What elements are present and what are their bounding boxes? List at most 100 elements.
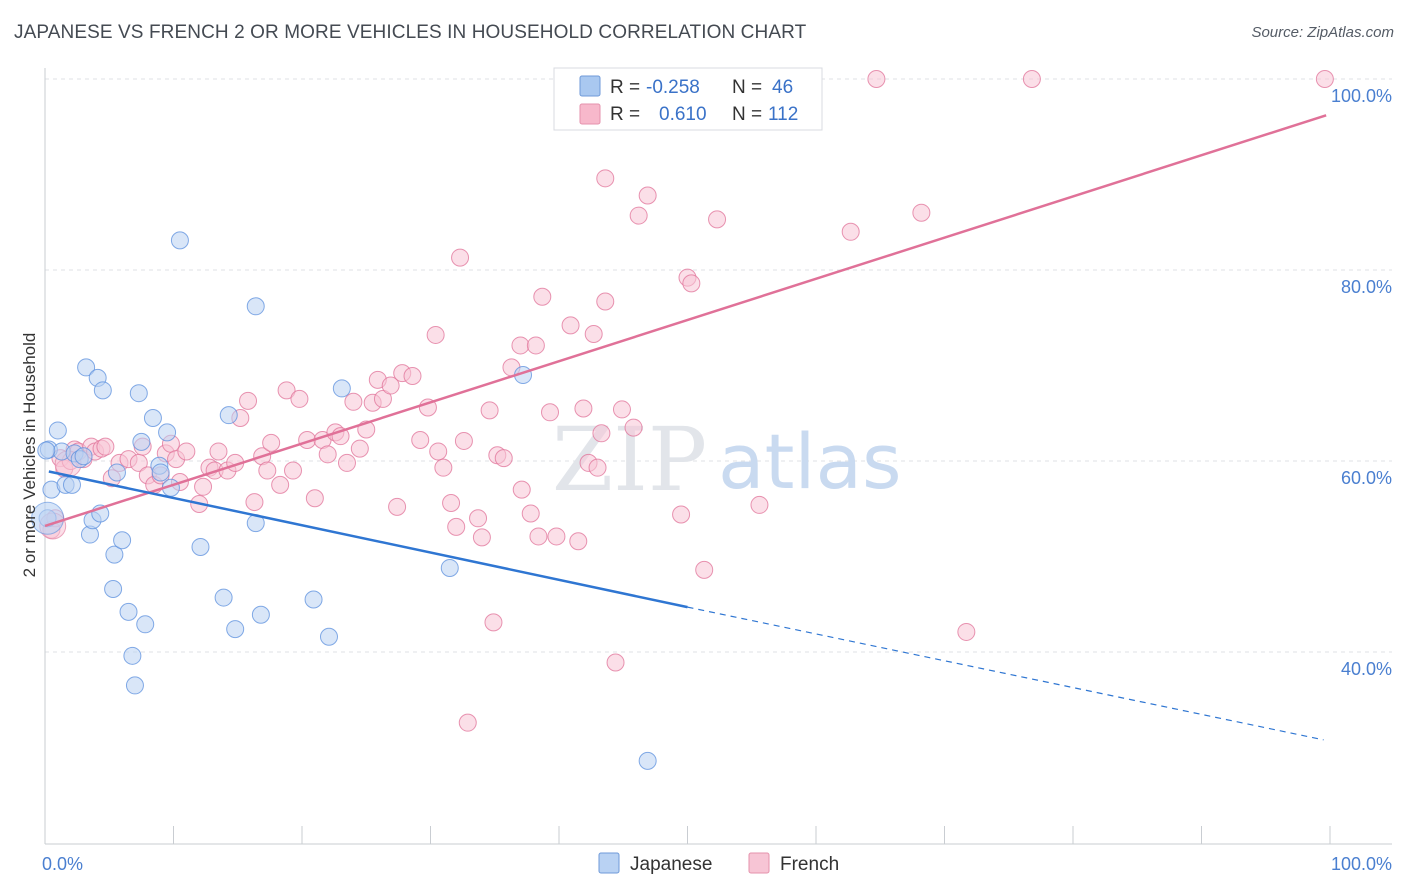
french-point <box>305 489 324 508</box>
french-trend-line <box>44 114 1327 528</box>
french-point <box>458 713 477 732</box>
french-point <box>284 461 303 480</box>
y-tick-label: 40.0% <box>1341 659 1392 679</box>
japanese-point <box>170 231 189 250</box>
x-tick-label: 0.0% <box>42 854 83 874</box>
x-tick-label: 100.0% <box>1331 854 1392 874</box>
bottom-legend-swatch-french <box>748 852 770 874</box>
japanese-point <box>123 646 142 665</box>
french-point <box>318 445 337 464</box>
japanese-point <box>151 463 170 482</box>
legend-r-value-french: 0.610 <box>659 104 707 125</box>
japanese-points <box>31 231 657 770</box>
french-point <box>541 403 560 422</box>
french-point <box>596 292 615 311</box>
french-point <box>1022 70 1041 88</box>
french-point <box>606 653 625 672</box>
french-point <box>454 431 473 450</box>
french-point <box>561 316 580 335</box>
french-point <box>194 477 213 496</box>
y-tick-labels: 40.0% 60.0% 80.0% 100.0% <box>1331 86 1392 679</box>
japanese-point <box>219 406 238 425</box>
japanese-point <box>37 441 56 460</box>
french-point <box>547 527 566 546</box>
french-point <box>239 391 258 410</box>
japanese-point <box>158 423 177 442</box>
japanese-point <box>251 605 270 624</box>
french-point <box>447 517 466 536</box>
bottom-legend-japanese: Japanese <box>630 854 712 875</box>
french-point <box>337 453 356 472</box>
french-point <box>596 169 615 188</box>
japanese-point <box>74 447 93 466</box>
japanese-point <box>77 358 96 377</box>
french-point <box>494 449 513 468</box>
japanese-point <box>319 627 338 646</box>
source-credit: Source: ZipAtlas.com <box>1251 24 1394 41</box>
japanese-point <box>638 751 657 770</box>
bottom-legend-french: French <box>780 854 839 875</box>
y-axis-label: 2 or more Vehicles in Household <box>20 333 39 578</box>
french-point <box>529 527 548 546</box>
french-point <box>624 418 643 437</box>
french-points <box>39 70 1334 732</box>
gridlines <box>45 78 1392 653</box>
french-point <box>350 439 369 458</box>
french-point <box>373 389 392 408</box>
french-point <box>672 505 691 524</box>
japanese-point <box>191 537 210 556</box>
french-point <box>472 528 491 547</box>
legend-r-label-japanese: R = <box>610 77 640 98</box>
french-point <box>451 248 470 267</box>
french-point <box>484 613 503 632</box>
french-point <box>434 458 453 477</box>
x-tick-labels: 0.0% 100.0% <box>42 854 1392 874</box>
french-point <box>574 399 593 418</box>
japanese-point <box>143 409 162 428</box>
french-point <box>271 475 290 494</box>
french-point <box>592 424 611 443</box>
y-tick-label: 80.0% <box>1341 277 1392 297</box>
french-point <box>867 70 886 88</box>
japanese-point <box>113 531 132 550</box>
legend-r-label-french: R = <box>610 104 640 125</box>
japanese-point <box>440 558 459 577</box>
french-point <box>584 324 603 343</box>
bottom-legend-swatch-japanese <box>598 852 620 874</box>
french-point <box>442 494 461 513</box>
french-point <box>521 504 540 523</box>
french-point <box>512 480 531 499</box>
japanese-point <box>136 615 155 634</box>
japanese-point <box>214 588 233 607</box>
japanese-point <box>105 545 124 564</box>
french-point <box>612 400 631 419</box>
stats-legend: R = -0.258 N = 46 R = 0.610 N = 112 <box>553 67 823 131</box>
japanese-point <box>129 384 148 403</box>
chart-title: JAPANESE VS FRENCH 2 OR MORE VEHICLES IN… <box>14 22 807 43</box>
french-point <box>245 493 264 512</box>
japanese-point <box>332 379 351 398</box>
french-point <box>426 325 445 344</box>
french-point <box>708 210 727 229</box>
japanese-point <box>93 381 112 400</box>
japanese-point <box>246 297 265 316</box>
french-point <box>1315 70 1334 88</box>
y-tick-label: 60.0% <box>1341 468 1392 488</box>
french-point <box>429 442 448 461</box>
japanese-point <box>119 602 138 621</box>
y-tick-label: 100.0% <box>1331 86 1392 106</box>
japanese-point-cluster <box>31 501 65 535</box>
french-point <box>569 532 588 551</box>
legend-swatch-japanese <box>579 75 601 97</box>
french-point <box>411 430 430 449</box>
french-point <box>388 497 407 516</box>
japanese-point <box>104 579 123 598</box>
french-point <box>469 509 488 528</box>
french-point <box>177 442 196 461</box>
french-point <box>344 392 363 411</box>
legend-swatch-french <box>579 103 601 125</box>
french-point <box>957 622 976 641</box>
french-point <box>912 203 931 222</box>
french-point <box>480 401 499 420</box>
